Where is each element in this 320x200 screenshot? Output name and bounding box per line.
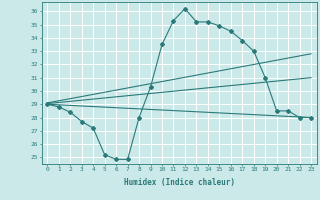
X-axis label: Humidex (Indice chaleur): Humidex (Indice chaleur)	[124, 178, 235, 187]
